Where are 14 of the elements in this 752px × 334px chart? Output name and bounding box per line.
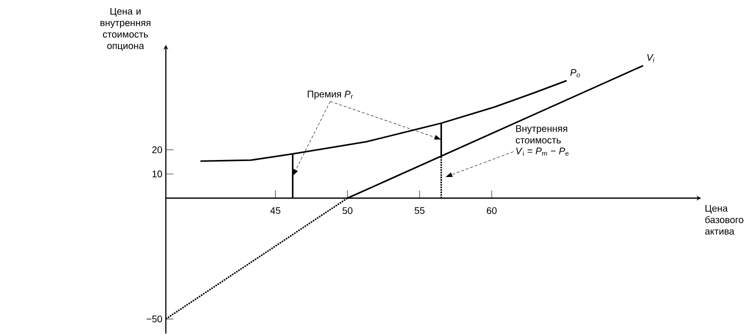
y-tick-label: −50 (146, 316, 162, 322)
annotation: Внутренняя стоимость (516, 125, 568, 144)
x-tick-label: 60 (486, 207, 497, 214)
annotation: Премия P$_{r}$ (308, 90, 353, 100)
x-axis-title: Цена базового актива (705, 204, 744, 235)
series-label: V$_{i}$ (647, 54, 654, 62)
annotation: V$_{i}$ = P$_{m}$ − P$_{e}$ (516, 148, 569, 156)
x-tick-label: 50 (342, 207, 352, 214)
x-tick-label: 55 (414, 207, 425, 214)
x-tick-label: 45 (270, 207, 280, 214)
y-axis-title: Цена и внутренняя стоимость опциона (100, 8, 150, 51)
y-tick-label: 10 (152, 170, 162, 178)
y-tick-label: 20 (152, 146, 162, 154)
series-label: P$_{o}$ (570, 69, 580, 78)
